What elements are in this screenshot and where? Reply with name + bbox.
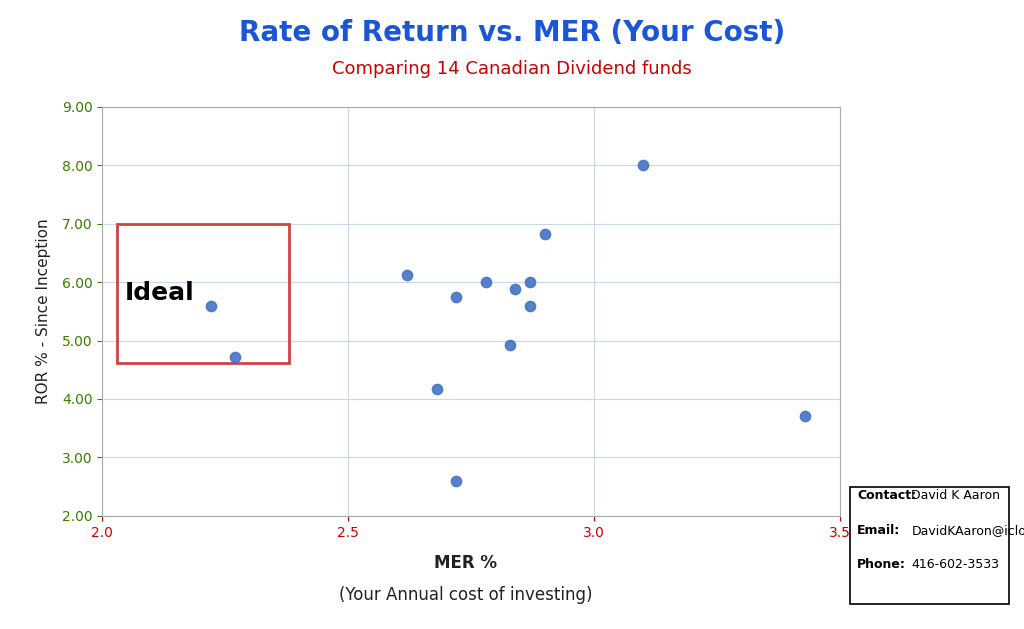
Point <box>797 411 813 421</box>
Point <box>537 228 553 238</box>
Point <box>449 292 465 302</box>
Text: Phone:: Phone: <box>857 559 906 571</box>
Point <box>227 352 244 362</box>
Point <box>428 384 444 394</box>
Text: Email:: Email: <box>857 524 900 537</box>
Point <box>522 301 539 311</box>
Point <box>449 476 465 486</box>
Point <box>477 277 494 287</box>
Point <box>507 284 523 294</box>
Text: MER %: MER % <box>434 554 498 572</box>
Bar <box>117 224 289 363</box>
Text: DavidKAaron@icloud.com: DavidKAaron@icloud.com <box>911 524 1024 537</box>
Point <box>635 160 651 170</box>
Text: David K Aaron: David K Aaron <box>911 489 1000 502</box>
Point <box>203 301 219 311</box>
Text: Ideal: Ideal <box>125 281 195 305</box>
Y-axis label: ROR % - Since Inception: ROR % - Since Inception <box>36 218 51 404</box>
Text: Comparing 14 Canadian Dividend funds: Comparing 14 Canadian Dividend funds <box>332 60 692 78</box>
Text: Contact:: Contact: <box>857 489 916 502</box>
Point <box>522 277 539 287</box>
Text: Rate of Return vs. MER (Your Cost): Rate of Return vs. MER (Your Cost) <box>239 19 785 47</box>
Point <box>502 340 518 350</box>
Point <box>399 269 416 279</box>
Text: 416-602-3533: 416-602-3533 <box>911 559 999 571</box>
Text: (Your Annual cost of investing): (Your Annual cost of investing) <box>339 586 593 604</box>
